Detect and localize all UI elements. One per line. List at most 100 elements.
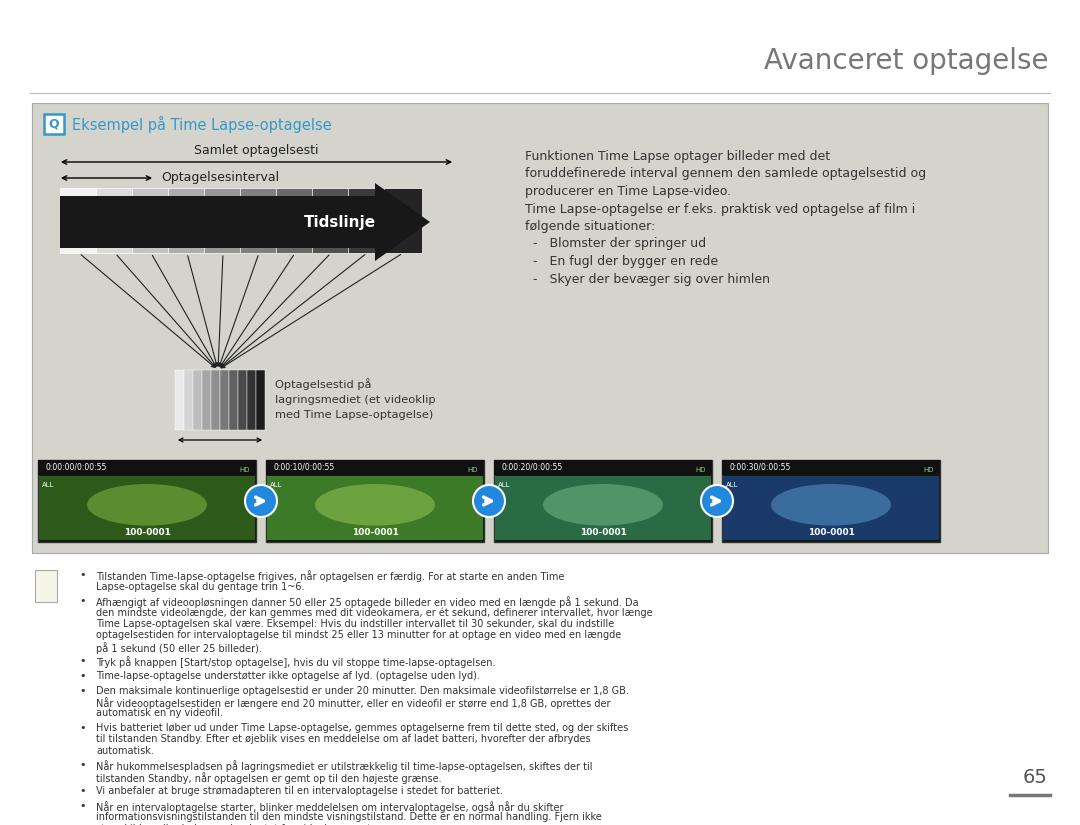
Text: 100-0001: 100-0001 [808, 528, 854, 537]
Text: informationsvisningstilstanden til den mindste visningstilstand. Dette er en nor: informationsvisningstilstanden til den m… [96, 813, 602, 823]
Bar [220, 370, 229, 430]
Text: 100-0001: 100-0001 [123, 528, 171, 537]
Text: •: • [80, 657, 86, 667]
Text: 100-0001: 100-0001 [352, 528, 399, 537]
Text: •: • [80, 801, 86, 811]
Bar [193, 370, 202, 430]
Text: -   En fugl der bygger en rede: - En fugl der bygger en rede [525, 255, 718, 268]
Text: Når hukommelsespladsen på lagringsmediet er utilstrækkelig til time-lapse-optage: Når hukommelsespladsen på lagringsmediet… [96, 761, 593, 772]
Bar [168, 188, 206, 253]
Text: producerer en Time Lapse-video.: producerer en Time Lapse-video. [525, 185, 731, 198]
Text: Time Lapse-optagelse er f.eks. praktisk ved optagelse af film i: Time Lapse-optagelse er f.eks. praktisk … [525, 202, 915, 215]
Text: Q: Q [49, 117, 59, 130]
Bar [240, 188, 278, 253]
Bar [256, 370, 265, 430]
Text: Samlet optagelsesti: Samlet optagelsesti [194, 144, 319, 157]
Bar [60, 188, 98, 253]
Circle shape [701, 485, 733, 517]
Text: følgende situationer:: følgende situationer: [525, 220, 656, 233]
Text: på 1 sekund (50 eller 25 billeder).: på 1 sekund (50 eller 25 billeder). [96, 642, 261, 654]
Text: -   Skyer der bevæger sig over himlen: - Skyer der bevæger sig over himlen [525, 272, 770, 285]
Bar [312, 188, 350, 253]
Text: HD: HD [923, 467, 934, 473]
Bar [32, 103, 1048, 553]
Bar [247, 370, 256, 430]
Circle shape [245, 485, 276, 517]
Text: Tilstanden Time-lapse-optagelse frigives, når optagelsen er færdig. For at start: Tilstanden Time-lapse-optagelse frigives… [96, 570, 565, 582]
Bar [494, 460, 712, 475]
Bar [132, 188, 170, 253]
Text: •: • [80, 723, 86, 733]
Text: Afhængigt af videoopløsningen danner 50 eller 25 optagede billeder en video med : Afhængigt af videoopløsningen danner 50 … [96, 596, 638, 608]
Text: Avanceret optagelse: Avanceret optagelse [764, 47, 1048, 75]
Text: •: • [80, 671, 86, 681]
Text: 100-0001: 100-0001 [580, 528, 626, 537]
Bar [266, 460, 484, 542]
Text: Når videooptagelsestiden er længere end 20 minutter, eller en videofil er større: Når videooptagelsestiden er længere end … [96, 697, 610, 709]
Text: HD: HD [468, 467, 478, 473]
Bar [44, 114, 64, 134]
Bar [229, 370, 238, 430]
Bar [723, 476, 939, 540]
Text: foruddefinerede interval gennem den samlede optagelsestid og: foruddefinerede interval gennem den saml… [525, 167, 927, 181]
Bar [266, 460, 484, 475]
Bar [238, 370, 247, 430]
Text: 0:00:20/0:00:55: 0:00:20/0:00:55 [502, 463, 564, 472]
Bar [348, 188, 386, 253]
Bar [202, 370, 211, 430]
Text: Tryk på knappen [Start/stop optagelse], hvis du vil stoppe time-lapse-optagelsen: Tryk på knappen [Start/stop optagelse], … [96, 657, 496, 668]
Bar [495, 476, 711, 540]
Text: 0:00:30/0:00:55: 0:00:30/0:00:55 [730, 463, 792, 472]
Text: Time Lapse-optagelsen skal være. Eksempel: Hvis du indstiller intervallet til 30: Time Lapse-optagelsen skal være. Eksempe… [96, 619, 615, 629]
Text: -   Blomster der springer ud: - Blomster der springer ud [525, 238, 706, 251]
Text: ALL: ALL [498, 482, 511, 488]
Text: til tilstanden Standby. Efter et øjeblik vises en meddelelse om af ladet batteri: til tilstanden Standby. Efter et øjeblik… [96, 734, 591, 744]
Ellipse shape [543, 484, 663, 526]
Text: Lapse-optagelse skal du gentage trin 1~6.: Lapse-optagelse skal du gentage trin 1~6… [96, 582, 305, 592]
Text: ALL: ALL [42, 482, 54, 488]
Bar [184, 370, 193, 430]
Bar [384, 188, 422, 253]
Text: Hvis batteriet løber ud under Time Lapse-optagelse, gemmes optagelserne frem til: Hvis batteriet løber ud under Time Lapse… [96, 723, 629, 733]
FancyArrow shape [60, 183, 430, 261]
Bar [267, 476, 483, 540]
Text: Optagelsestid på
lagringsmediet (et videoklip
med Time Lapse-optagelse): Optagelsestid på lagringsmediet (et vide… [275, 378, 435, 419]
Text: automatisk.: automatisk. [96, 746, 153, 756]
Text: •: • [80, 570, 86, 580]
Text: ALL: ALL [726, 482, 739, 488]
Bar [204, 188, 242, 253]
Bar [211, 370, 220, 430]
Bar [175, 370, 184, 430]
Bar [38, 460, 256, 542]
Ellipse shape [315, 484, 435, 526]
Bar [723, 460, 940, 475]
Bar [96, 188, 134, 253]
Bar [35, 570, 57, 602]
Text: Vi anbefaler at bruge strømadapteren til en intervaloptagelse i stedet for batte: Vi anbefaler at bruge strømadapteren til… [96, 786, 503, 796]
Text: tilstanden Standby, når optagelsen er gemt op til den højeste grænse.: tilstanden Standby, når optagelsen er ge… [96, 772, 442, 784]
Text: automatisk en ny videofil.: automatisk en ny videofil. [96, 709, 222, 719]
Text: Funktionen Time Lapse optager billeder med det: Funktionen Time Lapse optager billeder m… [525, 150, 831, 163]
Text: ALL: ALL [270, 482, 283, 488]
Bar [38, 460, 256, 475]
Text: Tidslinje: Tidslinje [303, 215, 376, 230]
Text: •: • [80, 596, 86, 606]
Circle shape [473, 485, 505, 517]
Text: Eksempel på Time Lapse-optagelse: Eksempel på Time Lapse-optagelse [72, 116, 332, 133]
Bar [276, 188, 314, 253]
Text: •: • [80, 761, 86, 771]
Text: Time-lapse-optagelse understøtter ikke optagelse af lyd. (optagelse uden lyd).: Time-lapse-optagelse understøtter ikke o… [96, 671, 480, 681]
Text: 65: 65 [1022, 768, 1047, 787]
Bar [39, 476, 255, 540]
Text: Optagelsesinterval: Optagelsesinterval [161, 172, 279, 185]
Text: 0:00:00/0:00:55: 0:00:00/0:00:55 [46, 463, 107, 472]
Ellipse shape [771, 484, 891, 526]
Text: Når en intervaloptagelse starter, blinker meddelelsen om intervaloptagelse, også: Når en intervaloptagelse starter, blinke… [96, 801, 564, 813]
Text: •: • [80, 686, 86, 695]
Bar [494, 460, 712, 542]
Text: •: • [80, 786, 86, 796]
Text: HD: HD [240, 467, 249, 473]
Text: den mindste videolængde, der kan gemmes med dit videokamera, er ét sekund, defin: den mindste videolængde, der kan gemmes … [96, 607, 652, 618]
Text: 0:00:10/0:00:55: 0:00:10/0:00:55 [274, 463, 335, 472]
Text: HD: HD [696, 467, 706, 473]
